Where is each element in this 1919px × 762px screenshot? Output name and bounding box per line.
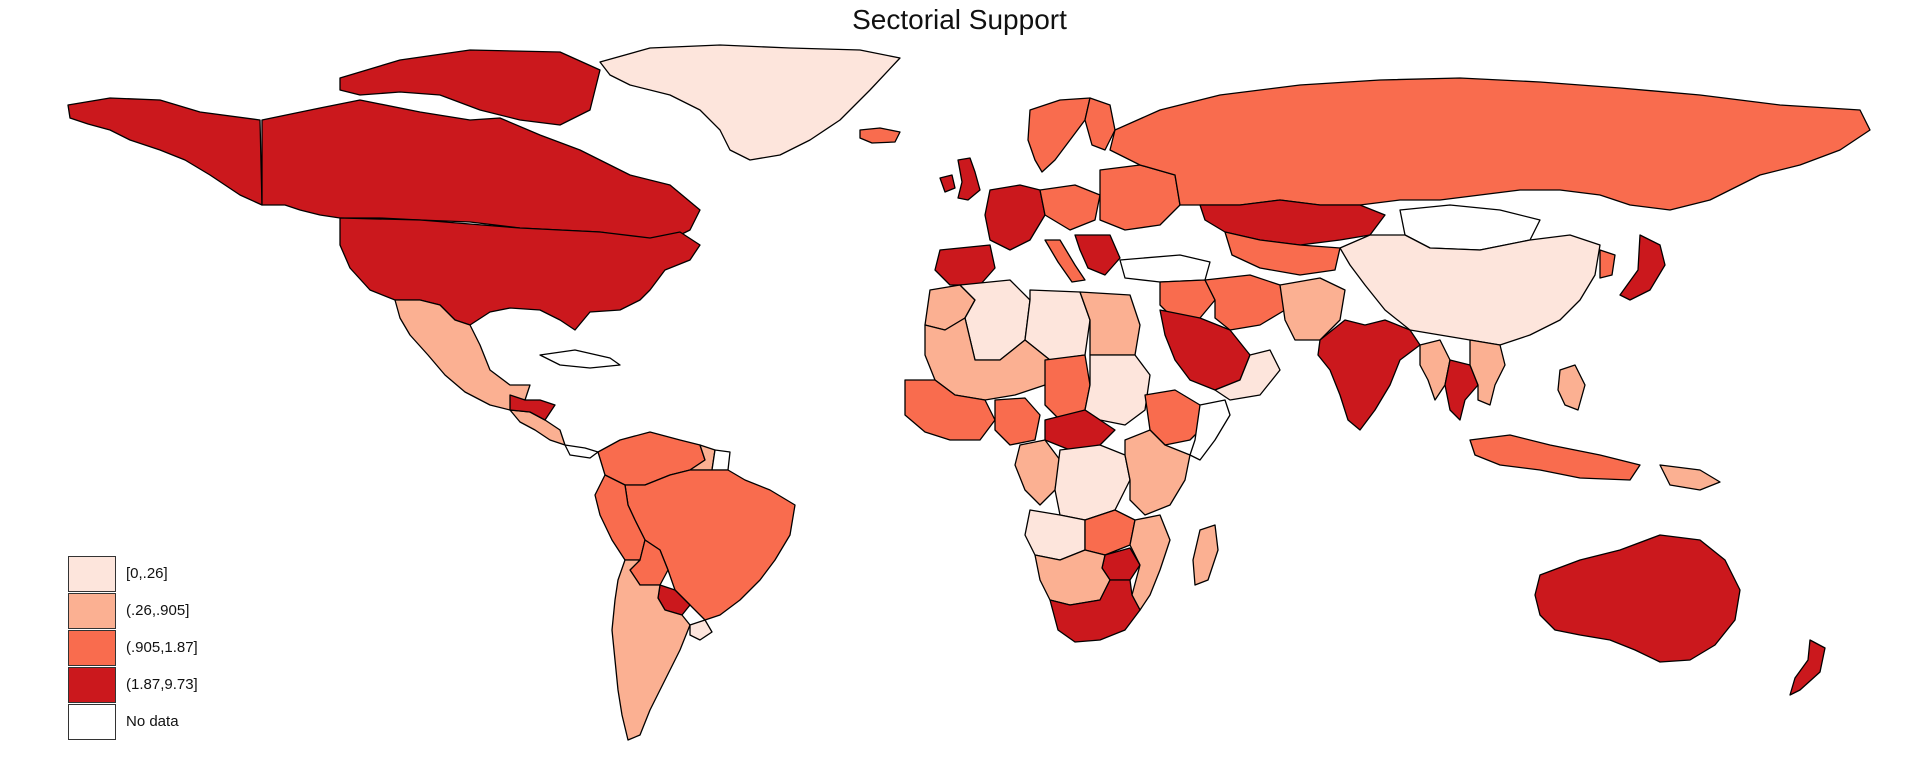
region-namibia-botswana[interactable]: Namibia/Botswana — [1034, 549, 1111, 606]
legend-item: [0,.26] — [68, 556, 248, 594]
region-mozambique[interactable]: Mozambique — [1129, 514, 1171, 611]
region-russia[interactable]: Russia — [1109, 77, 1871, 211]
legend-item: (.26,.905] — [68, 593, 248, 631]
legend-swatch — [68, 630, 116, 666]
legend-label: [0,.26] — [126, 565, 168, 582]
region-italy[interactable]: Italy — [1044, 239, 1086, 283]
region-iceland[interactable]: Iceland — [859, 127, 901, 144]
legend-item: (.905,1.87] — [68, 630, 248, 668]
region-korea[interactable]: Korea — [1599, 249, 1616, 279]
region-western-europe[interactable]: Western Europe — [984, 184, 1046, 251]
region-afghanistan-pakistan[interactable]: Afghanistan/Pakistan — [1279, 277, 1346, 341]
legend-label: No data — [126, 713, 179, 730]
region-west-africa[interactable]: West Africa — [904, 379, 996, 441]
region-vietnam-cambodia[interactable]: Vietnam/Cambodia — [1469, 339, 1506, 406]
region-panama[interactable]: Panama — [564, 444, 599, 459]
region-dr-congo[interactable]: DR Congo — [1054, 444, 1131, 521]
region-canada[interactable]: Canada — [261, 99, 701, 241]
region-greenland[interactable]: Greenland — [599, 44, 901, 161]
region-china[interactable]: China — [1339, 234, 1601, 346]
region-australia[interactable]: Australia — [1534, 534, 1741, 663]
legend-swatch — [68, 556, 116, 592]
legend-item: No data — [68, 704, 248, 742]
region-turkey[interactable]: Turkey — [1119, 254, 1211, 283]
region-new-zealand[interactable]: New Zealand — [1789, 639, 1826, 696]
region-east-africa[interactable]: East Africa — [1124, 429, 1191, 516]
region-japan[interactable]: Japan — [1619, 234, 1666, 301]
region-ireland[interactable]: Ireland — [939, 174, 956, 193]
legend-label: (.905,1.87] — [126, 639, 198, 656]
legend-label: (1.87,9.73] — [126, 676, 198, 693]
legend-label: (.26,.905] — [126, 602, 190, 619]
region-scandinavia[interactable]: Scandinavia — [1027, 97, 1091, 173]
region-central-african-republic[interactable]: Central African Republic — [1044, 409, 1116, 451]
legend-item: (1.87,9.73] — [68, 667, 248, 705]
region-alaska[interactable]: Alaska — [67, 97, 263, 206]
region-nigeria[interactable]: Nigeria — [994, 397, 1041, 446]
region-uruguay[interactable]: Uruguay — [689, 619, 713, 641]
region-myanmar[interactable]: Myanmar — [1419, 339, 1451, 401]
region-sudan[interactable]: Sudan — [1084, 354, 1151, 426]
region-india[interactable]: India — [1317, 319, 1421, 431]
region-south-africa[interactable]: South Africa — [1049, 579, 1141, 643]
map-title: Sectorial Support — [852, 4, 1067, 35]
region-eastern-europe[interactable]: Eastern Europe — [1099, 164, 1181, 231]
region-iberia[interactable]: Iberia — [934, 244, 996, 286]
legend-swatch — [68, 704, 116, 740]
region-somalia[interactable]: Somalia — [1189, 399, 1231, 461]
region-central-asia[interactable]: Central Asia — [1224, 231, 1341, 276]
region-madagascar[interactable]: Madagascar — [1192, 524, 1219, 586]
region-indonesia[interactable]: Indonesia — [1469, 434, 1641, 481]
legend-swatch — [68, 593, 116, 629]
region-balkans[interactable]: Balkans — [1074, 234, 1121, 276]
legend-swatch — [68, 667, 116, 703]
region-guatemala-honduras[interactable]: Guatemala/Honduras — [509, 394, 556, 421]
region-finland[interactable]: Finland — [1084, 97, 1116, 151]
region-cuba[interactable]: Cuba — [539, 349, 621, 369]
region-yemen-oman[interactable]: Yemen/Oman — [1214, 349, 1281, 401]
region-central-europe[interactable]: Central Europe — [1039, 184, 1101, 231]
region-chile-argentina[interactable]: Chile/Argentina — [611, 559, 691, 741]
region-philippines[interactable]: Philippines — [1557, 364, 1586, 411]
region-iran[interactable]: Iran — [1204, 274, 1286, 331]
region-suriname[interactable]: Suriname — [711, 449, 731, 471]
region-united-kingdom[interactable]: United Kingdom — [957, 157, 981, 201]
region-papua-new-guinea[interactable]: Papua New Guinea — [1659, 464, 1721, 491]
region-congo-basin[interactable]: Congo Basin — [1014, 439, 1061, 506]
region-canadian-arctic-islands[interactable]: Canadian Arctic Islands — [339, 49, 601, 126]
region-mexico[interactable]: Mexico — [394, 299, 531, 411]
